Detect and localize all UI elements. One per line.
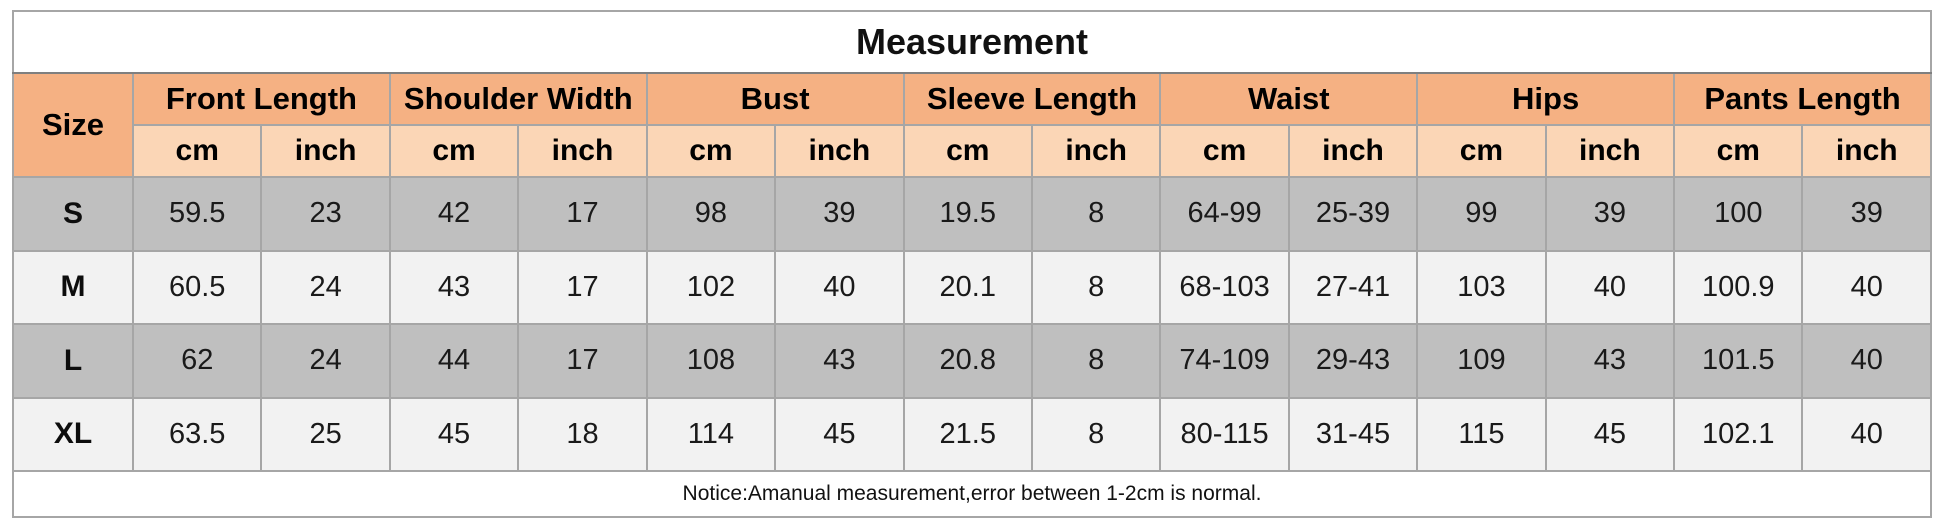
unit-header-inch: inch [774, 124, 905, 178]
column-header-hips: Hips [1416, 72, 1676, 126]
measurement-cell: 29-43 [1287, 323, 1419, 399]
measurement-cell: 45 [1544, 396, 1676, 472]
measurement-cell: 39 [1801, 176, 1932, 252]
measurement-cell: 100.9 [1673, 249, 1804, 325]
measurement-cell: 8 [1030, 323, 1162, 399]
measurement-cell: 23 [260, 176, 391, 252]
measurement-cell: 8 [1030, 396, 1162, 472]
unit-header-inch: inch [1801, 124, 1932, 178]
measurement-cell: 21.5 [902, 396, 1033, 472]
measurement-cell: 25 [260, 396, 391, 472]
measurement-cell: 27-41 [1287, 249, 1419, 325]
column-header-bust: Bust [645, 72, 905, 126]
unit-header-inch: inch [1287, 124, 1419, 178]
measurement-cell: 25-39 [1287, 176, 1419, 252]
measurement-cell: 40 [1801, 249, 1932, 325]
measurement-cell: 62 [131, 323, 263, 399]
column-header-waist: Waist [1159, 72, 1419, 126]
measurement-cell: 40 [1544, 249, 1676, 325]
column-header-pants-length: Pants Length [1673, 72, 1932, 126]
size-label: M [12, 249, 134, 325]
measurement-cell: 43 [774, 323, 905, 399]
unit-header-cm: cm [131, 124, 263, 178]
measurement-cell: 24 [260, 249, 391, 325]
unit-header-cm: cm [1673, 124, 1804, 178]
table-row-size-l: L 62 24 44 17 108 43 20.8 8 74-109 29-43 109 43 101.5… [12, 323, 1932, 399]
unit-header-cm: cm [1416, 124, 1547, 178]
measurement-cell: 42 [388, 176, 520, 252]
measurement-table: Measurement Size Front Length Shoulder Wi… [12, 10, 1932, 518]
measurement-cell: 45 [774, 396, 905, 472]
measurement-cell: 103 [1416, 249, 1547, 325]
measurement-cell: 31-45 [1287, 396, 1419, 472]
size-label: L [12, 323, 134, 399]
size-label: S [12, 176, 134, 252]
measurement-cell: 115 [1416, 396, 1547, 472]
title-row: Measurement [12, 10, 1932, 74]
notice-row: Notice:Amanual measurement,error between… [12, 470, 1932, 518]
measurement-cell: 108 [645, 323, 777, 399]
measurement-cell: 24 [260, 323, 391, 399]
measurement-cell: 60.5 [131, 249, 263, 325]
measurement-cell: 102.1 [1673, 396, 1804, 472]
measurement-cell: 98 [645, 176, 777, 252]
measurement-cell: 59.5 [131, 176, 263, 252]
unit-header-cm: cm [388, 124, 520, 178]
unit-header-row: cm inch cm inch cm inch cm inch cm inch cm inch cm in… [13, 124, 1932, 178]
measurement-cell: 20.1 [902, 249, 1033, 325]
unit-header-cm: cm [1159, 124, 1290, 178]
table-row-size-s: S 59.5 23 42 17 98 39 19.5 8 64-99 25-39 99 39 100 39 [12, 176, 1932, 252]
unit-header-inch: inch [517, 124, 648, 178]
measurement-cell: 74-109 [1159, 323, 1290, 399]
measurement-table-wrapper: Measurement Size Front Length Shoulder Wi… [12, 10, 1932, 518]
measurement-cell: 45 [388, 396, 520, 472]
measurement-cell: 17 [517, 249, 648, 325]
measurement-cell: 80-115 [1159, 396, 1290, 472]
measurement-cell: 43 [388, 249, 520, 325]
measurement-cell: 99 [1416, 176, 1547, 252]
measurement-cell: 68-103 [1159, 249, 1290, 325]
measurement-cell: 101.5 [1673, 323, 1804, 399]
measurement-cell: 64-99 [1159, 176, 1290, 252]
column-header-front-length: Front Length [132, 72, 391, 126]
table-row-size-m: M 60.5 24 43 17 102 40 20.1 8 68-103 27-41 103 40 100… [12, 249, 1932, 325]
measurement-cell: 17 [517, 176, 648, 252]
measurement-cell: 18 [517, 396, 648, 472]
column-header-shoulder-width: Shoulder Width [388, 72, 648, 126]
measurement-cell: 39 [1544, 176, 1676, 252]
measurement-cell: 8 [1030, 249, 1162, 325]
unit-header-inch: inch [1030, 124, 1162, 178]
unit-header-cm: cm [902, 124, 1033, 178]
measurement-cell: 100 [1673, 176, 1804, 252]
column-header-size: Size [12, 72, 134, 178]
table-title: Measurement [12, 10, 1932, 74]
table-row-size-xl: XL 63.5 25 45 18 114 45 21.5 8 80-115 31-45 115 45 10… [12, 396, 1932, 472]
measurement-cell: 102 [645, 249, 777, 325]
measurement-cell: 39 [774, 176, 905, 252]
measurement-cell: 114 [645, 396, 777, 472]
unit-header-inch: inch [260, 124, 391, 178]
measurement-cell: 44 [388, 323, 520, 399]
measurement-cell: 17 [517, 323, 648, 399]
measurement-cell: 109 [1416, 323, 1547, 399]
measurement-cell: 40 [1801, 323, 1932, 399]
measurement-cell: 19.5 [902, 176, 1033, 252]
measurement-cell: 8 [1030, 176, 1162, 252]
unit-header-cm: cm [645, 124, 777, 178]
measurement-cell: 43 [1544, 323, 1676, 399]
measurement-cell: 40 [1801, 396, 1932, 472]
notice-text: Notice:Amanual measurement,error between… [12, 470, 1932, 518]
measurement-cell: 20.8 [902, 323, 1033, 399]
column-group-header-row: Size Front Length Shoulder Width Bust Sleev… [12, 72, 1932, 178]
unit-header-inch: inch [1544, 124, 1676, 178]
column-header-sleeve-length: Sleeve Length [902, 72, 1162, 126]
size-label: XL [12, 396, 134, 472]
measurement-cell: 63.5 [131, 396, 263, 472]
measurement-cell: 40 [774, 249, 905, 325]
